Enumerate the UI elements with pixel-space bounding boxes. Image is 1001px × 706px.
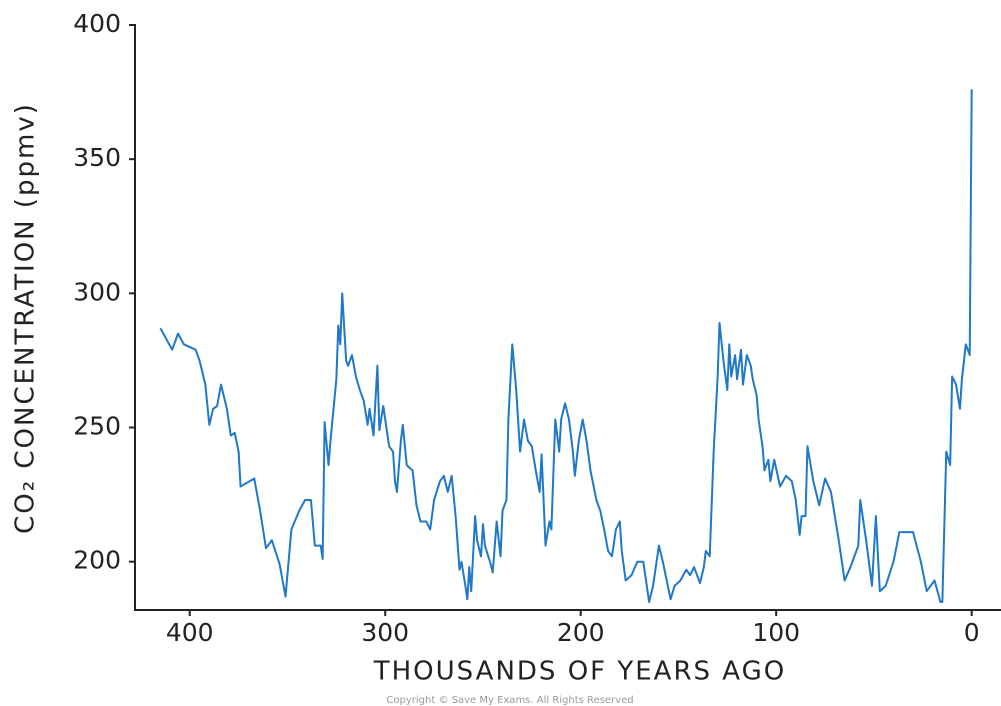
x-tick-label: 200	[557, 618, 605, 647]
y-tick-label: 400	[73, 9, 121, 38]
y-tick-label: 250	[73, 412, 121, 441]
y-tick-label: 350	[73, 143, 121, 172]
y-axis-title: CO₂ CONCENTRATION (ppmv)	[11, 102, 41, 534]
x-tick-label: 0	[964, 618, 980, 647]
x-tick-label: 100	[752, 618, 800, 647]
x-tick-label: 400	[166, 618, 214, 647]
y-tick-label: 200	[73, 546, 121, 575]
data-line	[159, 89, 973, 603]
x-tick-label: 300	[361, 618, 409, 647]
y-tick-label: 300	[73, 277, 121, 306]
x-axis-title: THOUSANDS OF YEARS AGO	[373, 657, 787, 687]
copyright: Copyright © Save My Exams. All Rights Re…	[386, 695, 633, 706]
